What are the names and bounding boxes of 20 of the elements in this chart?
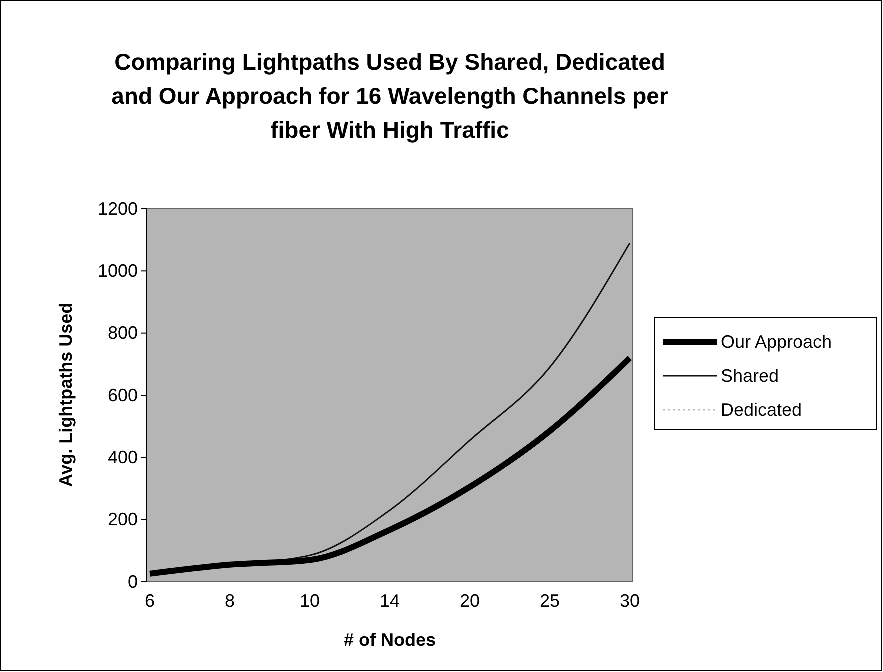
legend-label: Shared <box>721 366 780 386</box>
chart-title: Comparing Lightpaths Used By Shared, Dedicated and Our Approach for 16 Wavelength Channels per fiber With High Traffic <box>112 49 668 143</box>
legend-label: Dedicated <box>721 400 802 420</box>
y-axis-title: Avg. Lightpaths Used <box>56 302 76 488</box>
y-tick-label: 800 <box>108 323 138 344</box>
x-tick-label: 10 <box>300 590 320 611</box>
y-tick-label: 1200 <box>98 198 138 219</box>
x-tick-label: 25 <box>540 590 560 611</box>
x-tick-label: 6 <box>144 590 156 611</box>
y-tick-label: 600 <box>108 385 138 406</box>
legend-label: Our Approach <box>721 332 832 352</box>
x-tick-label: 30 <box>620 590 640 611</box>
y-tick-label: 200 <box>108 510 138 530</box>
x-tick-label: 20 <box>460 590 480 611</box>
x-tick-label: 8 <box>224 590 236 611</box>
y-tick-label: 0 <box>128 572 138 592</box>
x-tick-label: 14 <box>380 590 400 611</box>
y-tick-label: 1000 <box>98 260 138 281</box>
x-axis-title: # of Nodes <box>344 630 436 650</box>
y-tick-label: 400 <box>108 447 138 468</box>
